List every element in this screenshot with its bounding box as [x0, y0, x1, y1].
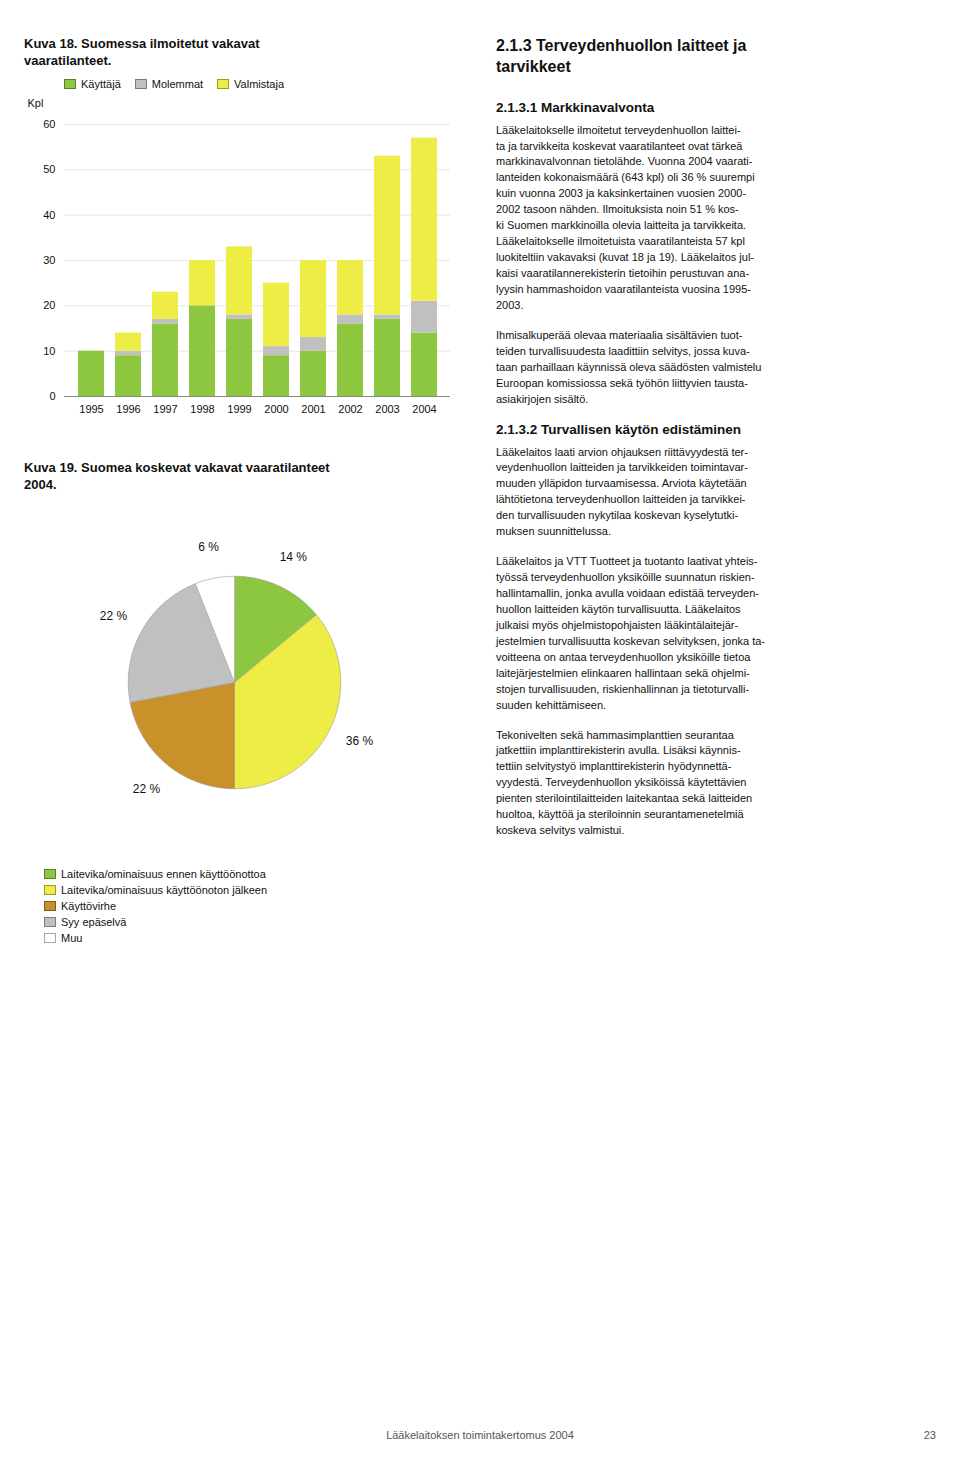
html-text:Kuva 19. Suomea koskevat vakav: Kuva 19. Suomea koskevat vakavat vaarati…: [24, 459, 330, 492]
html-text:2.1.3 Terveydenhuollon laittee: 2.1.3 Terveydenhuollon laitteet ja tarvi…: [496, 37, 747, 75]
html-text:Lääkelaitoksen toimintakertomu: Lääkelaitoksen toimintakertomus 2004: [386, 1429, 574, 1441]
svg-text:10: 10: [43, 344, 55, 356]
svg-text:60: 60: [43, 118, 55, 130]
html-text:Lääkelaitos ja VTT Tuotteet ja: Lääkelaitos ja VTT Tuotteet ja tuotanto …: [496, 555, 765, 711]
svg-text:20: 20: [43, 299, 55, 311]
html-text:Lääkelaitokselle ilmoitetut te: Lääkelaitokselle ilmoitetut terveydenhuo…: [496, 123, 755, 311]
svg-text:1999: 1999: [227, 403, 251, 415]
html-text:Lääkelaitos laati arvion ohjau: Lääkelaitos laati arvion ohjauksen riitt…: [496, 445, 748, 538]
html-text:Käyttövirhe: Käyttövirhe: [61, 899, 116, 912]
html-text:Muu: Muu: [61, 931, 83, 944]
html-text:Käyttäjä: Käyttäjä: [81, 77, 121, 90]
svg-text:0: 0: [49, 390, 55, 402]
svg-text:2000: 2000: [264, 403, 288, 415]
html-text:Tekonivelten sekä hammasimplan: Tekonivelten sekä hammasimplanttien seur…: [496, 728, 753, 837]
svg-text:2003: 2003: [375, 403, 399, 415]
html-text:Laitevika/ominaisuus ennen käy: Laitevika/ominaisuus ennen käyttöönottoa: [61, 867, 266, 880]
html-text:Molemmat: Molemmat: [151, 77, 204, 90]
svg-text:14 %: 14 %: [280, 550, 308, 564]
html-text:2.1.3.2 Turvallisen käytön edi: 2.1.3.2 Turvallisen käytön edistäminen: [496, 421, 742, 437]
svg-text:22 %: 22 %: [133, 781, 161, 795]
html-text:Laitevika/ominaisuus käyttööno: Laitevika/ominaisuus käyttöönoton jälkee…: [61, 883, 268, 896]
svg-text:2001: 2001: [301, 403, 325, 415]
html-text:Valmistaja: Valmistaja: [234, 77, 284, 90]
svg-text:Kpl: Kpl: [28, 97, 44, 109]
svg-text:1998: 1998: [190, 403, 214, 415]
svg-text:1996: 1996: [116, 403, 140, 415]
svg-text:40: 40: [43, 208, 55, 220]
html-text:2.1.3.1 Markkinavalvonta: 2.1.3.1 Markkinavalvonta: [496, 99, 655, 115]
svg-text:2002: 2002: [338, 403, 362, 415]
svg-text:30: 30: [43, 254, 55, 266]
svg-text:50: 50: [43, 163, 55, 175]
html-text:Syy epäselvä: Syy epäselvä: [61, 915, 127, 928]
html-text:Kuva 18. Suomessa ilmoitetut v: Kuva 18. Suomessa ilmoitetut vakavat vaa…: [24, 36, 260, 68]
svg-text:1995: 1995: [79, 403, 103, 415]
svg-text:2004: 2004: [412, 403, 436, 415]
svg-text:22 %: 22 %: [100, 608, 128, 622]
svg-text:36 %: 36 %: [346, 734, 374, 748]
svg-text:1997: 1997: [153, 403, 177, 415]
svg-text:6 %: 6 %: [198, 539, 219, 553]
html-text:Ihmisalkuperää olevaa materiaa: Ihmisalkuperää olevaa materiaalia sisält…: [496, 328, 762, 405]
html-text:23: 23: [923, 1429, 936, 1441]
